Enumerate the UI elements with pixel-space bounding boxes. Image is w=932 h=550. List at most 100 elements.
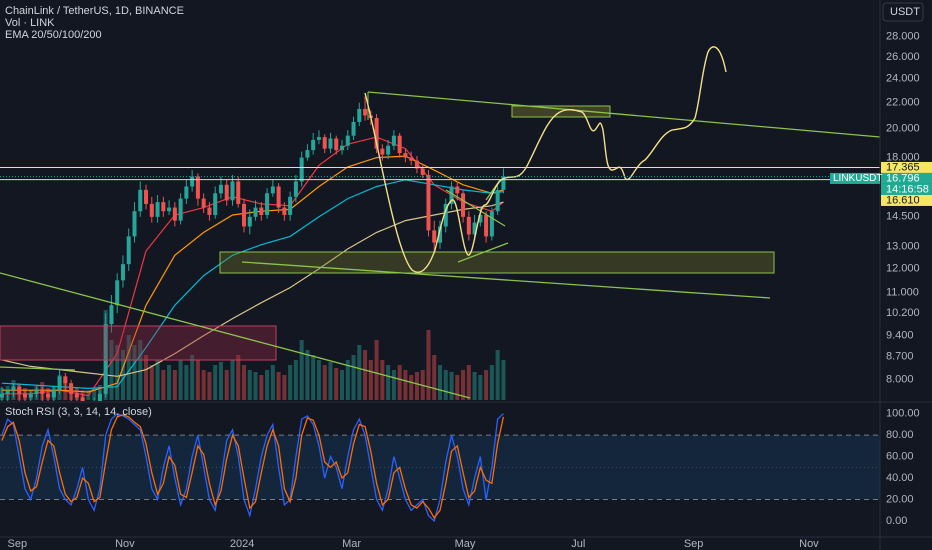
candle-body xyxy=(495,189,500,212)
volume-bar xyxy=(495,350,500,400)
candle-body xyxy=(397,135,402,154)
volume-bar xyxy=(339,370,345,400)
candle-body xyxy=(339,145,345,151)
price-label: 17.365 xyxy=(886,161,920,173)
candle-body xyxy=(218,184,223,194)
candle-body xyxy=(328,138,333,149)
candle-body xyxy=(74,393,79,398)
candle-body xyxy=(293,181,298,197)
candle-body xyxy=(282,207,287,215)
y-tick-label: 10.200 xyxy=(886,307,920,319)
volume-bar xyxy=(230,360,235,400)
x-tick-label: Mar xyxy=(342,538,361,550)
volume-bar xyxy=(351,355,356,400)
y-tick-label: 13.000 xyxy=(886,241,920,253)
candle-body xyxy=(224,184,229,201)
currency: USDT xyxy=(890,6,920,18)
volume-bar xyxy=(126,335,131,400)
y-tick-label: 11.000 xyxy=(886,286,919,298)
volume-bar xyxy=(478,375,483,400)
candle-body xyxy=(40,390,45,394)
volume-bar xyxy=(409,375,414,400)
volume-bar xyxy=(167,365,172,400)
y-tick-label: 14.500 xyxy=(886,211,920,223)
x-tick-label: Nov xyxy=(799,538,819,550)
volume-bar xyxy=(293,360,298,400)
volume-bar xyxy=(305,350,310,400)
volume-bar xyxy=(190,355,195,400)
candle-body xyxy=(449,186,454,204)
price-label: 16.796 xyxy=(886,172,920,184)
candle-body xyxy=(138,189,143,212)
candle-body xyxy=(120,264,125,281)
volume-bar xyxy=(437,365,443,400)
volume-bar xyxy=(426,330,431,400)
volume-bar xyxy=(484,370,489,400)
volume-bar xyxy=(299,340,304,400)
candle-body xyxy=(299,157,304,182)
candle-body xyxy=(126,236,131,265)
candle-body xyxy=(345,135,350,146)
candle-body xyxy=(22,393,27,398)
candle-body xyxy=(213,193,218,215)
candle-body xyxy=(357,108,362,122)
volume-bar xyxy=(288,365,293,400)
candle-body xyxy=(484,214,489,237)
volume-bar xyxy=(397,365,402,400)
y-tick-label: 20.000 xyxy=(886,123,920,135)
volume-bar xyxy=(334,368,339,400)
legend: ChainLink / TetherUS, 1D, BINANCE Vol · … xyxy=(5,5,184,418)
x-tick-label: Jul xyxy=(571,538,585,550)
candle-body xyxy=(0,393,4,398)
y-tick-label: 8.700 xyxy=(886,351,914,363)
candle-body xyxy=(443,203,448,227)
trend-line xyxy=(0,272,471,399)
candle-body xyxy=(69,383,74,394)
stoch-pane xyxy=(0,412,880,523)
volume-bar xyxy=(345,360,350,400)
candle-body xyxy=(455,186,460,194)
ema-line xyxy=(1,201,504,377)
candle-body xyxy=(489,211,494,237)
candle-body xyxy=(201,198,206,208)
volume-bar xyxy=(368,360,373,400)
volume-bar xyxy=(466,365,471,400)
trend-line xyxy=(0,366,76,371)
candle-body xyxy=(80,397,85,401)
candle-body xyxy=(437,226,443,243)
candle-body xyxy=(380,148,385,155)
candle-body xyxy=(167,207,172,212)
y-tick-label: 0.00 xyxy=(886,515,907,527)
volume-bar xyxy=(489,365,494,400)
volume-bar xyxy=(155,360,160,400)
candle-body xyxy=(144,189,149,204)
y-tick-label: 28.000 xyxy=(886,30,920,42)
volume-title: Vol · LINK xyxy=(5,17,55,29)
candle-body xyxy=(472,222,477,235)
x-tick-label: May xyxy=(455,538,476,550)
candle-body xyxy=(253,207,258,217)
x-tick-label: Sep xyxy=(684,538,704,550)
y-tick-label: 26.000 xyxy=(886,51,920,63)
volume-bar xyxy=(224,370,229,400)
candle-body xyxy=(97,393,102,401)
y-tick-label: 12.000 xyxy=(886,263,920,275)
candle-body xyxy=(207,207,212,215)
candle-body xyxy=(426,174,431,231)
symbol-label: LINKUSDT xyxy=(833,173,882,184)
candle-body xyxy=(316,137,321,140)
candle-body xyxy=(132,211,137,237)
y-tick-label: 20.00 xyxy=(886,493,914,505)
volume-bar xyxy=(213,365,218,400)
volume-bar xyxy=(218,362,223,400)
volume-bar xyxy=(259,375,264,400)
trend-line xyxy=(445,189,506,227)
volume-bar xyxy=(322,365,327,400)
volume-bar xyxy=(195,360,200,400)
countdown-box xyxy=(881,183,932,195)
candle-body xyxy=(161,202,166,212)
volume-bar xyxy=(161,370,166,400)
zone-box xyxy=(219,251,775,274)
